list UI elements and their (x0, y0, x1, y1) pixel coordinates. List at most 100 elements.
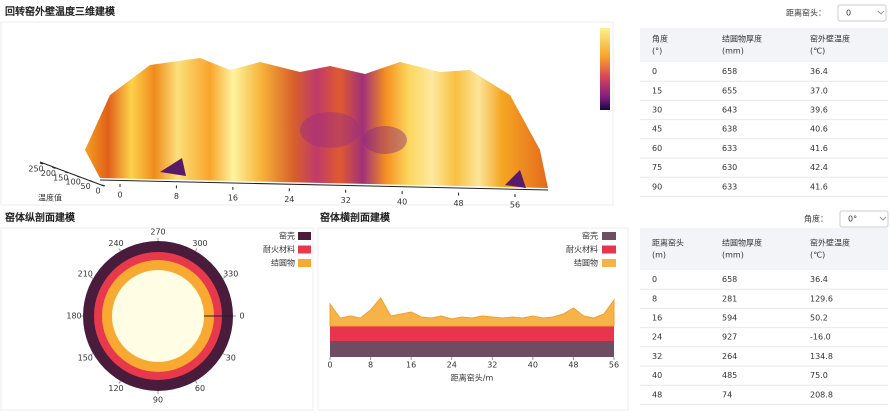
cell: 655 (722, 86, 737, 95)
tick-mark (195, 380, 198, 384)
x-tick-label: 24 (447, 361, 457, 370)
angle-label: 90 (153, 396, 163, 405)
legend-swatch (602, 245, 616, 254)
header-cell: 角度 (652, 34, 668, 44)
legend-label: 耐火材料 (566, 244, 598, 254)
x-tick-label: 32 (487, 361, 497, 370)
x-tick-label: 0 (117, 191, 122, 200)
cell: 41.6 (810, 182, 828, 191)
cell: 633 (722, 144, 737, 153)
x-tick-label: 16 (228, 193, 238, 202)
cell: 75.0 (810, 371, 828, 380)
legend-label: 耐火材料 (263, 244, 295, 254)
angle-label: 240 (108, 239, 123, 248)
cell: 32 (652, 352, 662, 361)
legend-label: 结圆物 (574, 258, 598, 268)
select-value: 0 (846, 9, 851, 18)
z-tick-label: 100 (66, 178, 81, 187)
core (112, 270, 204, 362)
angle-label: 210 (78, 270, 93, 279)
angle-label: 0 (239, 312, 244, 321)
select-label: 距离窑头： (786, 8, 826, 18)
cell: 36.4 (810, 67, 828, 76)
cell: 50.2 (810, 314, 828, 323)
cell: 75 (652, 163, 662, 172)
surface-spot (300, 112, 360, 148)
header-cell: 窑外壁温度 (810, 34, 850, 44)
cell: 630 (722, 163, 737, 172)
axis-label: 温度值 (38, 193, 62, 203)
header-cell: (m) (652, 251, 666, 260)
cell: 41.6 (810, 144, 828, 153)
legend-label: 窑壳 (582, 231, 598, 241)
panel-title: 窑体纵剖面建模 (5, 211, 76, 224)
x-tick-label: 24 (284, 195, 294, 204)
x-tick-label: 16 (406, 361, 416, 370)
header-cell: (℃) (810, 251, 825, 260)
panel-title: 窑体横剖面建模 (320, 211, 391, 224)
select-label: 角度： (804, 214, 828, 224)
cell: 16 (652, 314, 662, 323)
cell: 643 (722, 106, 737, 115)
legend-label: 结圆物 (271, 258, 295, 268)
angle-label: 60 (195, 384, 205, 393)
cell: 39.6 (810, 106, 828, 115)
cell: 60 (652, 144, 662, 153)
cell: 45 (652, 125, 662, 134)
tick-mark (195, 248, 198, 252)
x-tick-label: 0 (327, 361, 332, 370)
x-tick-label: 56 (510, 201, 520, 210)
x-tick-label: 8 (174, 192, 179, 201)
colorbar (600, 28, 610, 110)
surface-spot (160, 158, 186, 176)
cell: 658 (722, 275, 737, 284)
header-cell: (°) (652, 47, 662, 56)
z-tick-label: 250 (28, 165, 43, 174)
select-value: 0° (848, 215, 857, 224)
cell: 638 (722, 125, 737, 134)
legend-swatch (298, 259, 311, 267)
angle-label: 120 (108, 384, 123, 393)
cell: 134.8 (810, 352, 833, 361)
legend-label: 窑壳 (279, 231, 295, 241)
cell: 264 (722, 352, 737, 361)
panel-title: 回转窑外壁温度三维建模 (5, 5, 116, 18)
angle-label: 30 (226, 354, 236, 363)
cell: 15 (652, 86, 662, 95)
header-cell: 距离窑头 (652, 238, 684, 248)
x-tick-label: 40 (528, 361, 538, 370)
header-cell: 结圆物厚度 (722, 34, 762, 44)
tick-mark (118, 248, 121, 252)
select[interactable] (839, 210, 889, 228)
cell: 48 (652, 390, 662, 399)
surface-spot (363, 126, 407, 154)
cell: 658 (722, 67, 737, 76)
cell: 90 (652, 182, 662, 191)
legend-swatch (602, 232, 616, 240)
cell: -16.0 (810, 333, 831, 342)
cell: 927 (722, 333, 737, 342)
select[interactable] (837, 4, 887, 22)
area (330, 341, 614, 357)
cell: 0 (652, 67, 657, 76)
cell: 281 (722, 294, 737, 303)
x-tick-label: 56 (609, 361, 619, 370)
z-tick-label: 50 (81, 182, 91, 191)
cell: 633 (722, 182, 737, 191)
x-tick-label: 40 (397, 198, 407, 207)
header-cell: 窑外壁温度 (810, 238, 850, 248)
header-cell: 结圆物厚度 (722, 238, 762, 248)
angle-label: 270 (150, 228, 165, 237)
area (329, 297, 615, 327)
tick-mark (64, 171, 68, 174)
axis-line (99, 179, 549, 191)
area (330, 326, 614, 341)
cell: 0 (652, 275, 657, 284)
chevron (879, 216, 887, 221)
angle-label: 330 (223, 270, 238, 279)
cell: 30 (652, 106, 662, 115)
tick-mark (90, 353, 94, 356)
cell: 40 (652, 371, 662, 380)
tick-mark (39, 162, 44, 165)
table-header (640, 28, 888, 62)
